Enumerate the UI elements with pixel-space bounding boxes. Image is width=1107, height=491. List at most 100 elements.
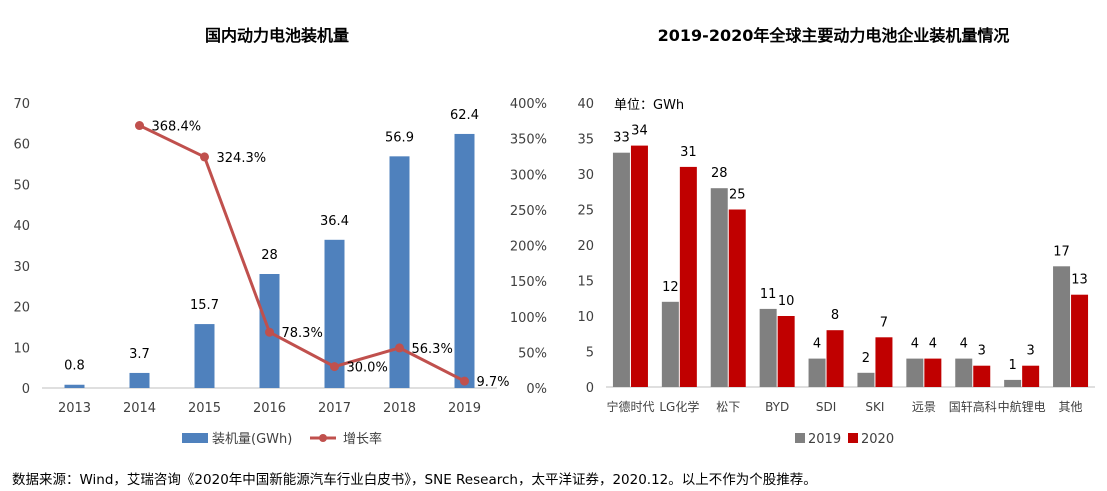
y-tick-label: 70	[13, 97, 30, 112]
bar-data-label: 13	[1071, 273, 1088, 288]
bar-data-label: 17	[1053, 244, 1070, 259]
bar-2020	[875, 337, 893, 387]
legend-marker-line	[319, 434, 327, 442]
bar-2020	[1071, 294, 1089, 387]
y-tick-label: 30	[13, 260, 30, 275]
bar-data-label: 28	[261, 248, 278, 263]
bar-data-label: 10	[778, 294, 795, 309]
y2-tick-label: 250%	[510, 204, 547, 219]
bar-data-label: 25	[729, 188, 746, 203]
y-tick-label: 30	[577, 168, 594, 183]
growth-rate-point	[395, 343, 404, 353]
bar-data-label: 31	[680, 145, 697, 160]
bar-2020	[1022, 365, 1040, 387]
y-tick-label: 10	[577, 310, 594, 325]
bar-2019	[710, 188, 728, 387]
global-battery-chart: 0 5 10 15 20 25 30 35 40 单位：GWh 宁德时代 LG化学 松下 BYD SDI SK…	[577, 97, 1095, 447]
bar-data-label: 4	[813, 337, 821, 352]
bar-data-label: 11	[760, 287, 777, 302]
legend-label-2020: 2020	[861, 432, 894, 447]
growth-rate-label: 324.3%	[217, 151, 267, 166]
bar-2020	[679, 166, 697, 387]
bar-data-label: 56.9	[385, 130, 414, 145]
x-tick-label: 远景	[912, 400, 936, 414]
legend-label-bar: 装机量(GWh)	[212, 432, 292, 447]
y2-tick-label: 300%	[510, 168, 547, 183]
x-tick-label: 2018	[383, 401, 416, 416]
bar-2020	[630, 145, 648, 387]
bar-data-label: 2	[862, 351, 870, 366]
legend-label-line: 增长率	[343, 431, 382, 447]
bar-data-label: 62.4	[450, 108, 479, 123]
x-tick-label: 2013	[58, 401, 91, 416]
left-chart-title: 国内动力电池装机量	[204, 26, 349, 45]
x-tick-label: 2016	[253, 401, 286, 416]
y2-tick-label: 200%	[510, 240, 547, 255]
bar-installed-capacity	[389, 156, 410, 388]
unit-label: 单位：GWh	[614, 98, 684, 113]
y-tick-label: 20	[13, 301, 30, 316]
bar-2019	[906, 358, 924, 387]
growth-rate-label: 78.3%	[282, 326, 323, 341]
bar-data-label: 36.4	[320, 214, 349, 229]
bar-data-label: 3.7	[129, 347, 150, 362]
bar-installed-capacity	[64, 384, 85, 388]
right-chart-title: 2019-2020年全球主要动力电池企业装机量情况	[657, 26, 1010, 45]
bar-2019	[612, 152, 630, 387]
y2-tick-label: 350%	[510, 133, 547, 148]
y-tick-label: 40	[577, 97, 594, 112]
growth-rate-point	[460, 376, 469, 386]
bar-2020	[924, 358, 942, 387]
growth-rate-point	[265, 327, 274, 337]
x-tick-label: 国轩高科	[949, 399, 997, 414]
y-tick-label: 60	[13, 138, 30, 153]
x-tick-label: 2017	[318, 401, 351, 416]
bar-installed-capacity	[194, 324, 215, 388]
bar-data-label: 1	[1009, 358, 1017, 373]
y-tick-label: 20	[577, 239, 594, 254]
bar-data-label: 7	[880, 315, 888, 330]
bar-data-label: 15.7	[190, 298, 219, 313]
x-tick-label: 2014	[123, 401, 156, 416]
legend-swatch-2019	[795, 433, 805, 443]
bar-data-label: 28	[711, 166, 728, 181]
bar-data-label: 8	[831, 308, 839, 323]
y2-tick-label: 0%	[526, 382, 547, 397]
y-tick-label: 5	[586, 346, 594, 361]
bar-2019	[857, 372, 875, 387]
x-tick-label: 2015	[188, 401, 221, 416]
growth-rate-point	[200, 152, 209, 162]
bar-2020	[777, 316, 795, 387]
y2-tick-label: 150%	[510, 275, 547, 290]
x-tick-label: SKI	[865, 400, 884, 414]
bar-data-label: 33	[613, 131, 630, 146]
growth-rate-label: 368.4%	[152, 120, 202, 135]
x-tick-label: LG化学	[659, 399, 699, 414]
bar-data-label: 4	[929, 337, 937, 352]
bar-data-label: 12	[662, 280, 679, 295]
y-tick-label: 50	[13, 178, 30, 193]
x-tick-label: 松下	[716, 400, 740, 414]
x-tick-label: 其他	[1059, 400, 1083, 414]
source-note: 数据来源：Wind，艾瑞咨询《2020年中国新能源汽车行业白皮书》，SNE Re…	[12, 472, 817, 488]
x-tick-label: SDI	[816, 400, 836, 414]
bar-installed-capacity	[324, 239, 345, 388]
domestic-battery-chart: 0 10 20 30 40 50 60 70 0% 50% 100% 150% 200% 250% 300%…	[13, 97, 547, 447]
bar-2019	[759, 308, 777, 387]
bar-2020	[826, 330, 844, 387]
bar-2019	[1004, 379, 1022, 387]
bar-2020	[973, 365, 991, 387]
y2-tick-label: 50%	[518, 346, 547, 361]
legend-label-2019: 2019	[808, 432, 841, 447]
bar-data-label: 4	[911, 337, 919, 352]
x-tick-label: BYD	[765, 400, 789, 414]
bar-2019	[808, 358, 826, 387]
bar-installed-capacity	[454, 133, 475, 388]
y2-tick-label: 100%	[510, 311, 547, 326]
x-tick-label: 中航锂电	[998, 399, 1046, 414]
growth-rate-label: 56.3%	[412, 342, 453, 357]
bar-2019	[955, 358, 973, 387]
growth-rate-label: 9.7%	[477, 375, 510, 390]
y2-tick-label: 400%	[510, 97, 547, 112]
growth-rate-line	[138, 124, 466, 383]
